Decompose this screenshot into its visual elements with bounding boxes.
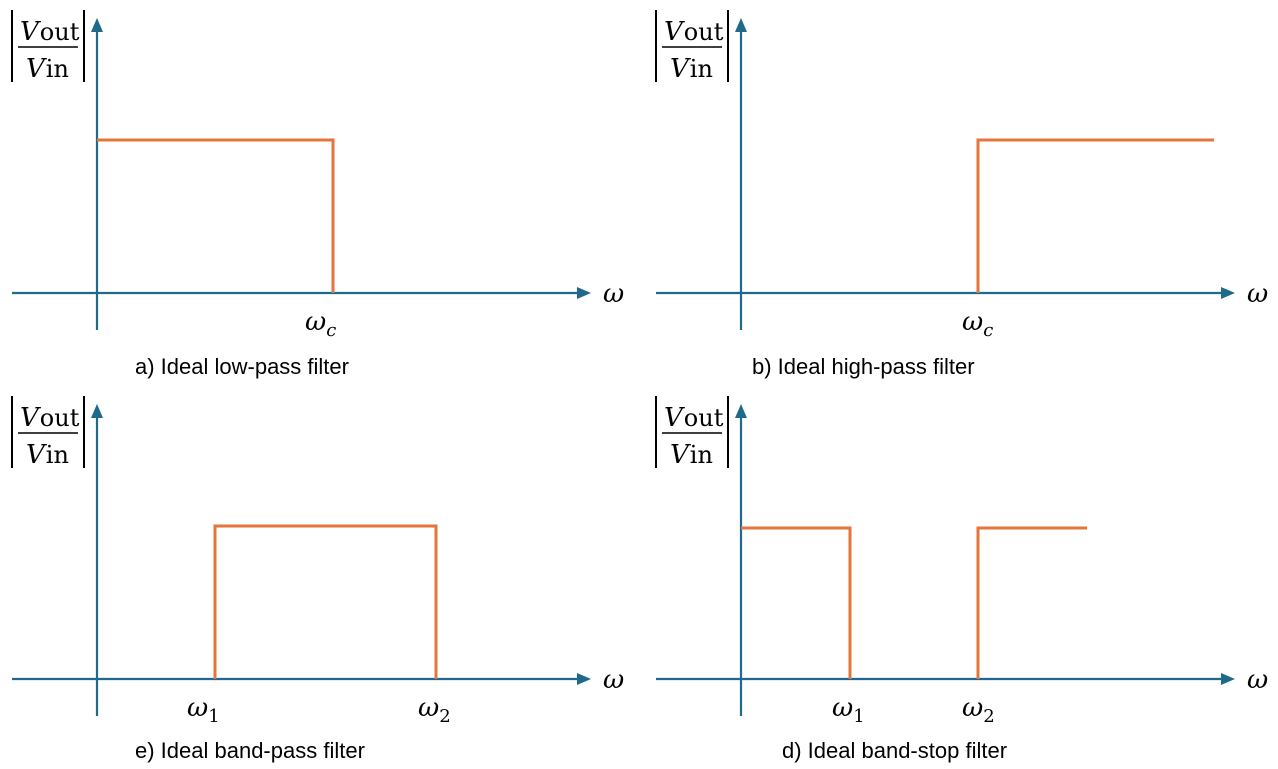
y-denominator: Vin — [26, 54, 69, 84]
y-axis-arrowhead — [735, 404, 747, 418]
y-axis-arrowhead — [91, 18, 103, 32]
tick-label-upper: ω2 — [418, 693, 451, 727]
x-axis-arrowhead — [1221, 287, 1235, 299]
y-denominator: Vin — [670, 440, 713, 470]
panel-caption: a) Ideal low-pass filter — [135, 354, 349, 379]
tick-label-upper: ω2 — [962, 693, 995, 727]
y-numerator: Vout — [20, 17, 80, 47]
response-curve — [97, 138, 335, 293]
tick-label-cutoff: ωc — [305, 307, 336, 341]
y-axis-arrowhead — [735, 18, 747, 32]
tick-label-lower: ω1 — [832, 693, 865, 727]
y-numerator: Vout — [664, 403, 724, 433]
panel-highpass: Vout Vin ω ωc b) Ideal high-pass filter — [655, 10, 1268, 379]
response-curve — [213, 524, 438, 679]
x-axis-arrowhead — [577, 287, 591, 299]
panel-caption: e) Ideal band-pass filter — [135, 738, 365, 763]
x-axis-arrowhead — [577, 673, 591, 685]
y-denominator: Vin — [670, 54, 713, 84]
x-axis-label: ω — [1247, 665, 1268, 695]
y-denominator: Vin — [26, 440, 69, 470]
y-axis-label: Vout Vin — [11, 10, 85, 84]
x-axis-label: ω — [1247, 279, 1268, 309]
tick-label-cutoff: ωc — [962, 307, 993, 341]
x-axis-label: ω — [603, 279, 624, 309]
y-numerator: Vout — [20, 403, 80, 433]
y-axis-label: Vout Vin — [655, 10, 729, 84]
y-axis-label: Vout Vin — [655, 396, 729, 470]
y-axis-label: Vout Vin — [11, 396, 85, 470]
panel-lowpass: Vout Vin ω ωc a) Ideal low-pass filter — [11, 10, 624, 379]
response-curve-high-band — [976, 526, 1087, 679]
x-axis-label: ω — [603, 665, 624, 695]
tick-label-lower: ω1 — [187, 693, 220, 727]
response-curve — [976, 138, 1214, 293]
panel-bandstop: Vout Vin ω ω1 ω2 d) Ideal band-stop filt… — [655, 396, 1268, 763]
panel-caption: b) Ideal high-pass filter — [752, 354, 975, 379]
y-axis-arrowhead — [91, 404, 103, 418]
response-curve-low-band — [741, 526, 852, 679]
panel-caption: d) Ideal band-stop filter — [782, 738, 1007, 763]
y-numerator: Vout — [664, 17, 724, 47]
panel-bandpass: Vout Vin ω ω1 ω2 e) Ideal band-pass filt… — [11, 396, 624, 763]
x-axis-arrowhead — [1221, 673, 1235, 685]
